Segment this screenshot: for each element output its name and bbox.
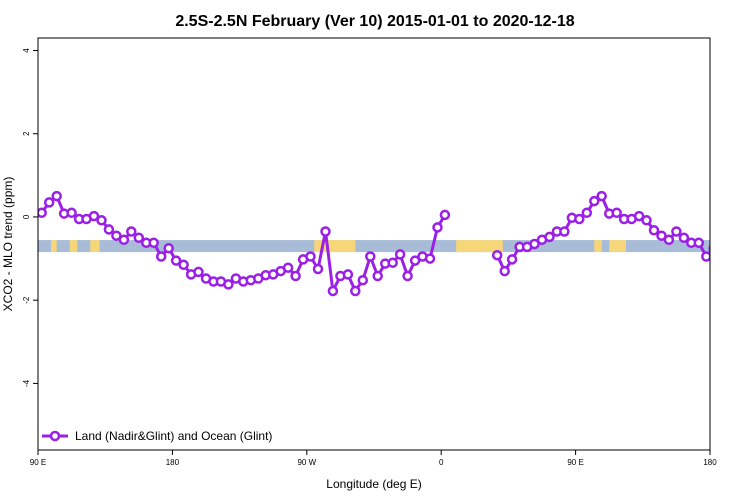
y-tick-label: -2 xyxy=(22,296,31,304)
data-point xyxy=(663,234,675,246)
data-point xyxy=(701,251,710,262)
data-point xyxy=(103,224,115,235)
y-tick-label: 2 xyxy=(22,131,31,136)
data-point xyxy=(506,254,518,265)
data-point xyxy=(372,270,383,282)
land-band-segment xyxy=(456,240,503,253)
x-axis: 90 E 180 90 W 0 90 E 180 xyxy=(30,450,717,467)
data-point xyxy=(170,255,182,266)
x-tick-label: 0 xyxy=(439,458,444,467)
data-point xyxy=(43,197,55,208)
data-point xyxy=(402,270,413,282)
data-point xyxy=(163,242,174,254)
data-point xyxy=(656,230,667,241)
data-point xyxy=(193,266,204,278)
data-point xyxy=(118,234,130,246)
y-axis-label: XCO2 - MLO trend (ppm) xyxy=(1,177,15,312)
data-point xyxy=(282,262,294,273)
data-point xyxy=(641,215,652,226)
data-point xyxy=(312,263,324,275)
data-point xyxy=(671,226,682,237)
land-band-segment xyxy=(609,240,626,253)
data-point xyxy=(499,265,510,277)
x-tick-label: 90 E xyxy=(567,458,583,467)
data-point xyxy=(589,195,600,207)
data-point xyxy=(708,244,710,252)
data-point xyxy=(365,251,376,262)
legend-label: Land (Nadir&Glint) and Ocean (Glint) xyxy=(75,429,272,443)
x-tick-label: 90 E xyxy=(30,458,46,467)
data-point xyxy=(544,231,555,243)
data-point xyxy=(51,190,62,202)
x-tick-label: 180 xyxy=(166,458,180,467)
data-point xyxy=(223,279,234,290)
data-series xyxy=(38,190,710,297)
legend: Land (Nadir&Glint) and Ocean (Glint) xyxy=(42,429,272,443)
data-point xyxy=(424,253,436,264)
data-point xyxy=(439,209,451,221)
data-point xyxy=(596,190,607,202)
land-band-segment xyxy=(594,240,602,253)
data-point xyxy=(290,270,301,282)
land-band-segment xyxy=(69,240,78,253)
data-point xyxy=(66,207,77,219)
data-point xyxy=(491,249,503,261)
data-point xyxy=(559,226,570,237)
data-point xyxy=(320,226,331,237)
data-point xyxy=(394,249,406,260)
data-point xyxy=(126,226,137,237)
x-tick-label: 90 W xyxy=(297,458,316,467)
x-tick-label: 180 xyxy=(703,458,717,467)
data-point xyxy=(357,274,369,286)
data-point xyxy=(327,285,339,297)
data-point xyxy=(581,207,593,219)
y-tick-label: -4 xyxy=(22,379,31,387)
data-point xyxy=(432,222,443,233)
data-point xyxy=(574,213,585,225)
data-point xyxy=(38,207,47,219)
data-point xyxy=(409,255,421,266)
data-point xyxy=(305,251,316,262)
chart-title: 2.5S-2.5N February (Ver 10) 2015-01-01 t… xyxy=(175,13,574,30)
land-band-segment xyxy=(90,240,100,253)
data-point xyxy=(96,215,107,226)
data-point xyxy=(342,269,354,280)
legend-marker-swatch xyxy=(49,430,61,442)
data-point xyxy=(693,237,705,249)
data-point xyxy=(633,210,645,222)
data-point xyxy=(148,237,159,249)
x-axis-label: Longitude (deg E) xyxy=(326,477,421,491)
data-point xyxy=(529,238,540,250)
data-point xyxy=(350,285,361,297)
data-point xyxy=(111,230,122,241)
data-point xyxy=(648,225,660,236)
data-point xyxy=(387,257,398,268)
plot-frame xyxy=(37,37,711,451)
y-tick-label: 4 xyxy=(22,48,31,53)
data-point xyxy=(678,232,690,244)
data-point xyxy=(611,207,622,219)
land-band-segment xyxy=(51,240,57,253)
data-point xyxy=(88,210,100,222)
data-point xyxy=(155,251,167,262)
y-tick-label: 0 xyxy=(22,214,31,219)
data-point xyxy=(133,232,145,244)
y-axis: 4 2 0 -2 -4 xyxy=(22,48,38,387)
data-point xyxy=(178,259,189,271)
